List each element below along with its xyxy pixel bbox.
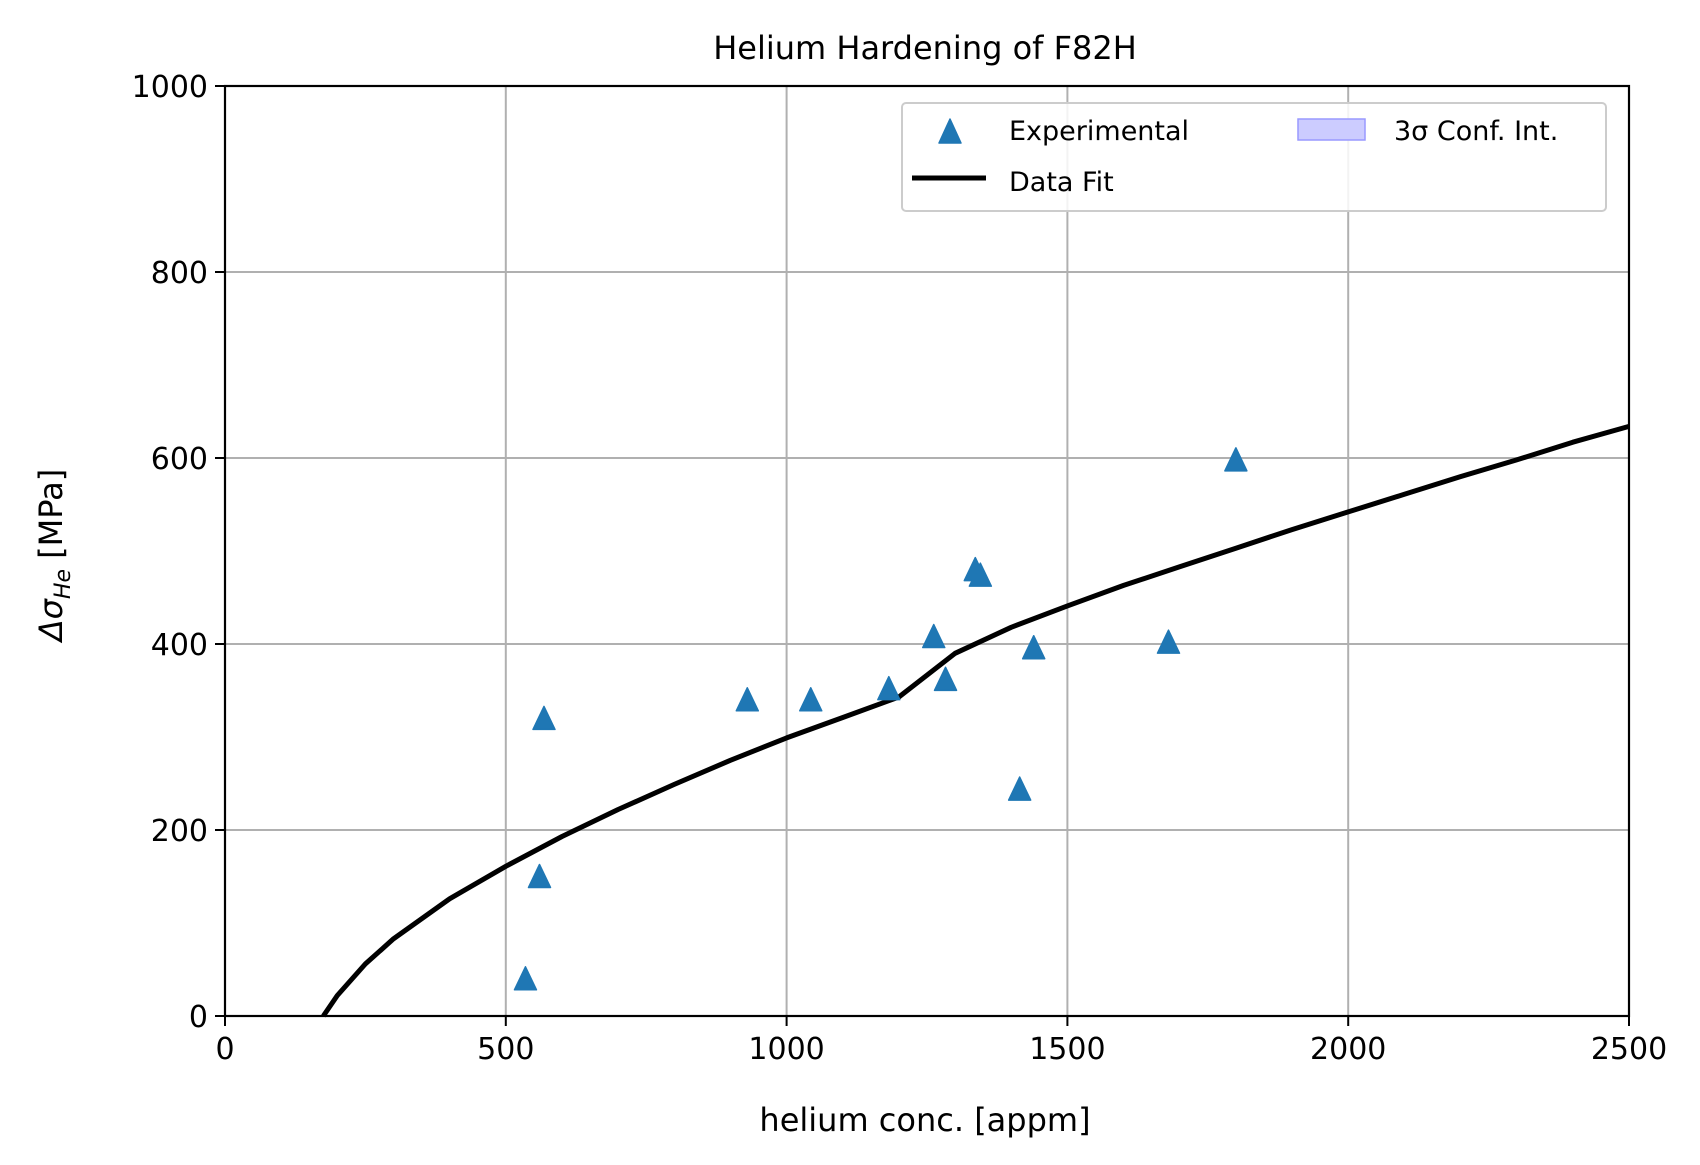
experimental-point — [1007, 776, 1032, 801]
x-axis-label: helium conc. [appm] — [759, 1101, 1090, 1139]
y-axis-label: ΔσHe [MPa] — [32, 469, 76, 644]
legend-label-data-fit: Data Fit — [1009, 167, 1114, 198]
data-fit-line — [321, 423, 1630, 1018]
legend-marker-experimental — [938, 118, 962, 144]
experimental-point — [933, 666, 958, 692]
experimental-point — [1224, 447, 1248, 472]
chart-title: Helium Hardening of F82H — [713, 29, 1137, 67]
y-tick-label: 1000 — [132, 70, 208, 105]
fit-layer — [321, 423, 1630, 1018]
y-axis-label-suffix: [MPa] — [32, 469, 70, 569]
x-tick-label: 0 — [215, 1032, 234, 1067]
ticks: 0 500 1000 1500 2000 2500 0 200 400 600 800 1000 — [132, 70, 1668, 1067]
marker-layer — [513, 447, 1248, 991]
legend-box — [901, 102, 1607, 212]
y-axis-label-subscript: He — [51, 569, 76, 599]
experimental-point — [735, 687, 760, 712]
y-axis-label-prefix: Δσ — [32, 597, 70, 644]
experimental-point — [877, 675, 901, 701]
y-tick-label: 0 — [189, 1000, 208, 1035]
y-tick-label: 200 — [151, 814, 208, 849]
experimental-point — [513, 966, 538, 991]
plot-frame — [223, 84, 1631, 1018]
y-tick-label: 800 — [151, 256, 208, 291]
experimental-point — [798, 687, 823, 712]
experimental-point — [968, 562, 993, 587]
legend: Experimental Data Fit 3σ Conf. Int. — [901, 102, 1607, 212]
x-tick-label: 2000 — [1310, 1032, 1386, 1067]
x-tick-label: 500 — [477, 1032, 534, 1067]
y-tick-label: 600 — [151, 442, 208, 477]
x-tick-label: 1500 — [1029, 1032, 1105, 1067]
grid — [224, 85, 1630, 1017]
x-tick-label: 1000 — [748, 1032, 824, 1067]
experimental-point — [921, 623, 946, 649]
x-tick-label: 2500 — [1591, 1032, 1667, 1067]
experimental-point — [1021, 634, 1046, 660]
experimental-point — [1156, 629, 1181, 654]
legend-label-experimental: Experimental — [1009, 116, 1189, 147]
legend-patch-conf-int — [1297, 118, 1366, 141]
legend-label-conf-int: 3σ Conf. Int. — [1394, 116, 1558, 147]
experimental-point — [527, 863, 552, 889]
y-tick-label: 400 — [151, 628, 208, 663]
experimental-point — [532, 705, 556, 731]
